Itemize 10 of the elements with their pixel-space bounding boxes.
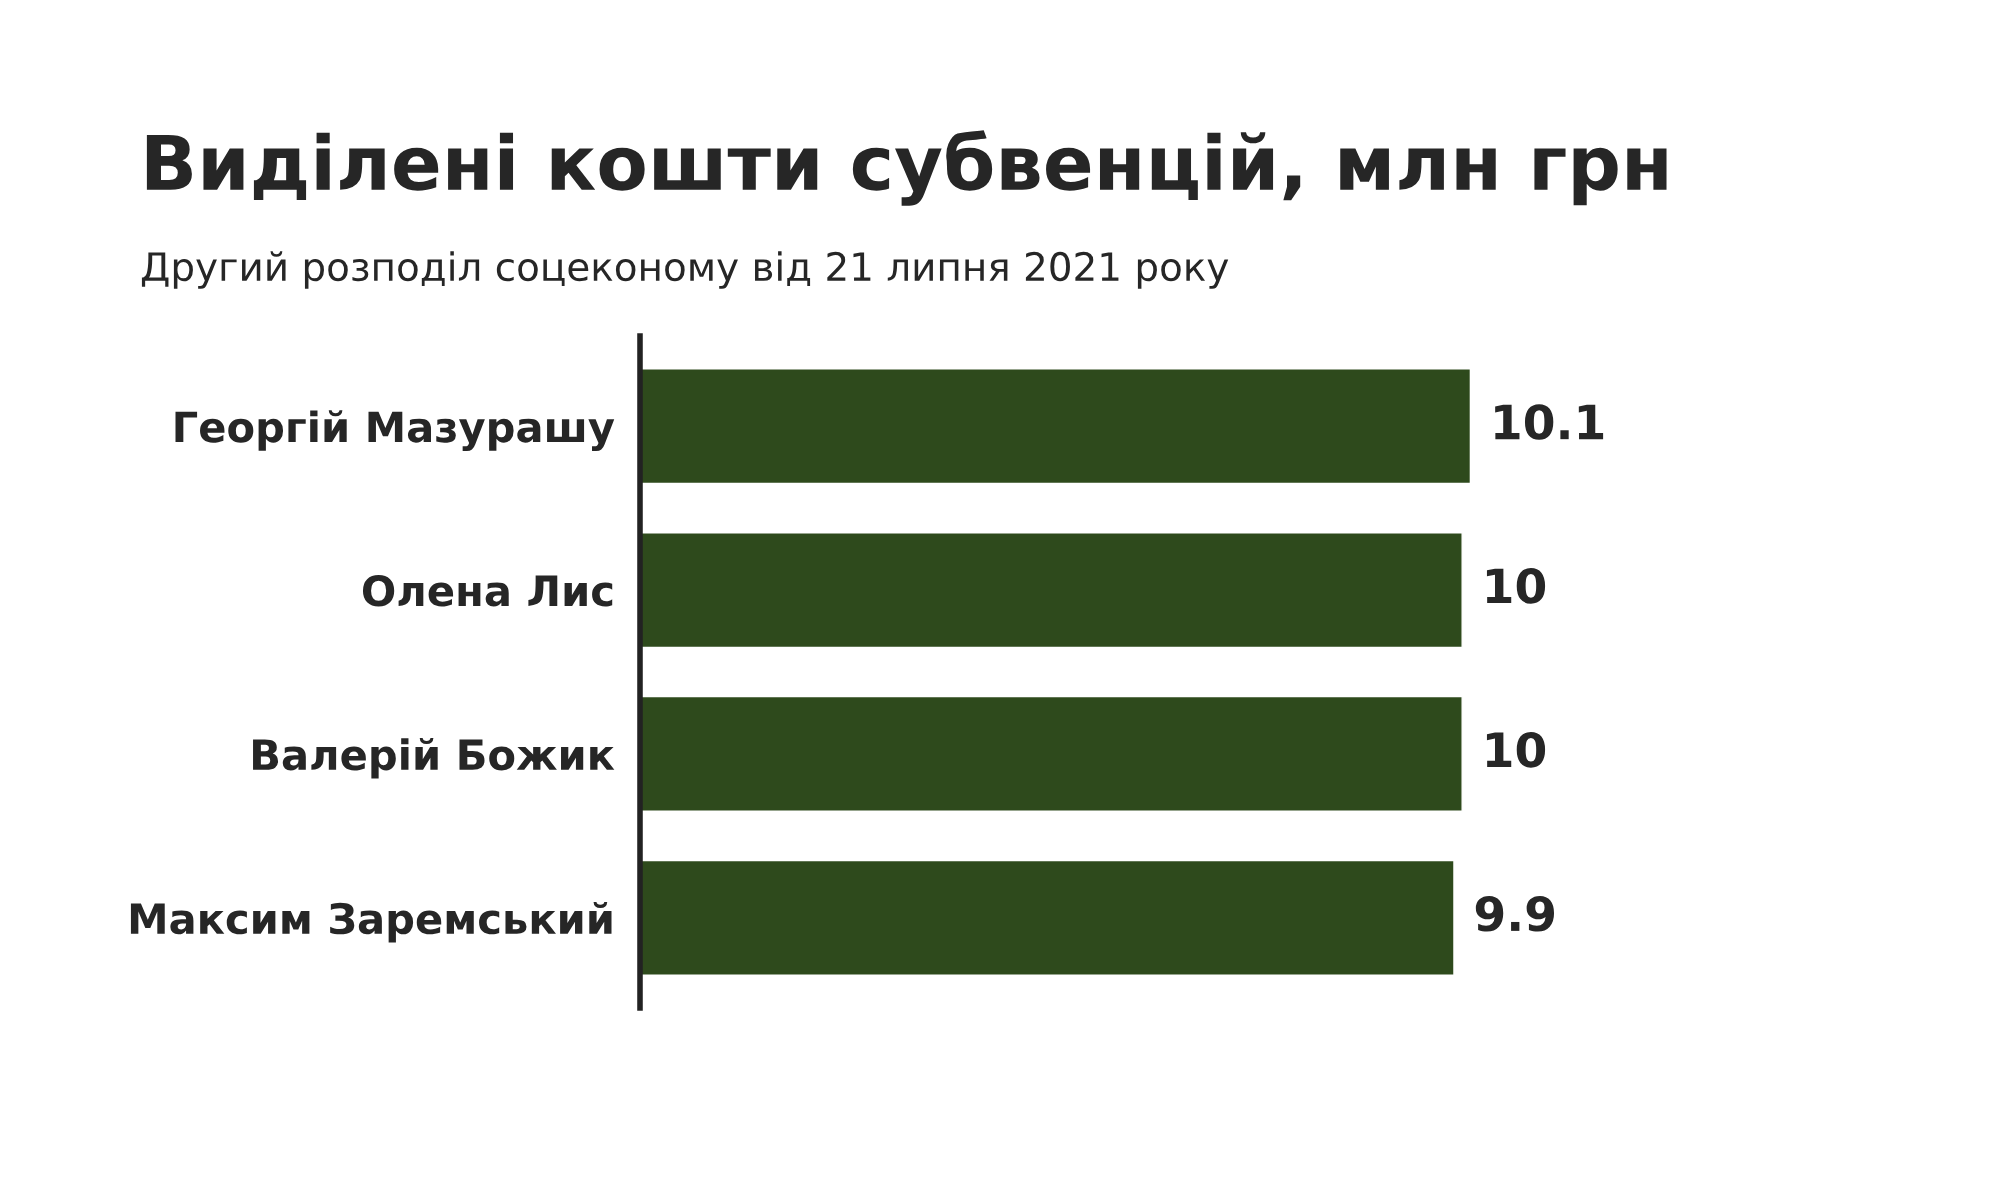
y-tick-label: Георгій Мазурашу xyxy=(175,410,615,452)
data-label: 10 xyxy=(1486,568,1546,604)
y-tick-label: Олена Лис xyxy=(362,574,613,607)
chart-subtitle: Другий розподіл соцеконому від 21 липня 2021 року xyxy=(141,251,1229,289)
y-tick-label: Максим Заремський xyxy=(130,901,612,943)
data-label: 10 xyxy=(1486,731,1546,768)
y-tick-label: Валерій Божик xyxy=(253,738,615,779)
data-label: 10.1 xyxy=(1495,404,1604,440)
chart-title: Виділені кошти субвенцій, млн грн xyxy=(146,130,1667,206)
data-label: 9.9 xyxy=(1475,895,1555,932)
